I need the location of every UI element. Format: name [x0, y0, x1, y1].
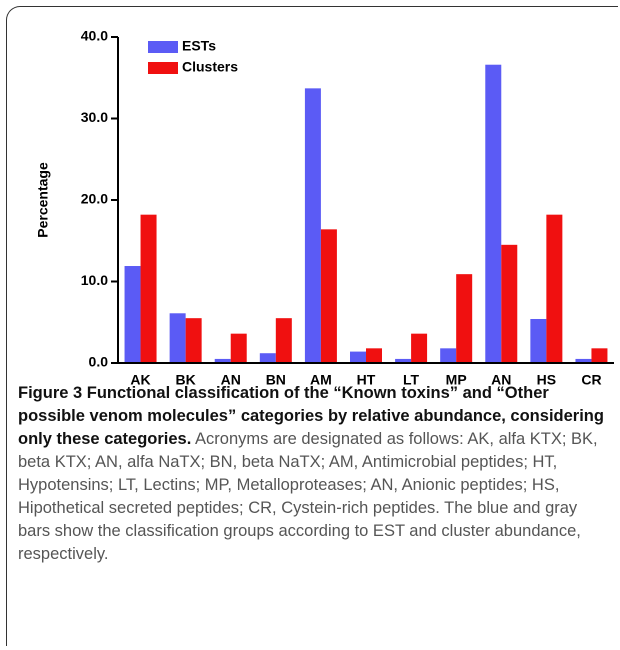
y-axis-label: Percentage: [35, 162, 51, 238]
frame: [6, 6, 618, 646]
x-tick-label: HS: [537, 372, 556, 388]
bar: [546, 214, 563, 363]
bar: [440, 348, 457, 363]
bar: [456, 274, 473, 363]
y-tick-label: 0.0: [89, 354, 109, 370]
legend-label: Clusters: [182, 59, 238, 75]
bar: [304, 88, 321, 363]
x-tick-label: BN: [266, 372, 286, 388]
x-tick-label: BK: [176, 372, 196, 388]
chart: Percentage 0.0 10.0 20.0 30.0 40.0 ESTs Cluste…: [35, 28, 614, 388]
legend-label: ESTs: [182, 38, 216, 54]
y-tick-label: 20.0: [81, 191, 108, 207]
y-tick-label: 10.0: [81, 272, 108, 288]
x-tick-label: LT: [403, 372, 420, 388]
bar: [169, 313, 186, 363]
bar: [395, 358, 412, 363]
bar: [485, 64, 502, 364]
bar: [350, 351, 366, 363]
bar: [275, 318, 292, 363]
caption-title: Figure 3 Functional classification of th…: [18, 384, 604, 448]
bar: [530, 318, 547, 363]
x-tick-label: AK: [130, 372, 150, 388]
y-tick-label: 30.0: [81, 109, 108, 125]
bar: [259, 353, 276, 363]
legend-swatch: [148, 41, 178, 53]
caption-text: Acronyms are designated as follows: AK, …: [18, 430, 598, 563]
x-tick-label: CR: [581, 372, 601, 388]
legend-swatch: [148, 62, 178, 74]
bar: [575, 358, 592, 363]
caption: Figure 3 Functional classification of th…: [18, 382, 610, 566]
x-tick-label: AN: [491, 372, 511, 388]
x-tick-label: AM: [310, 372, 332, 388]
x-tick-label: HT: [357, 372, 376, 388]
bar: [214, 358, 231, 363]
bar: [591, 348, 608, 363]
y-tick-label: 40.0: [81, 28, 108, 44]
bar: [185, 318, 202, 363]
x-tick-label: MP: [446, 372, 467, 388]
bar: [366, 348, 382, 363]
bar: [140, 214, 157, 363]
bar: [230, 333, 247, 363]
bar: [501, 244, 518, 363]
bar: [320, 229, 337, 363]
x-tick-label: AN: [221, 372, 241, 388]
bar: [124, 266, 141, 363]
bar: [411, 333, 428, 363]
